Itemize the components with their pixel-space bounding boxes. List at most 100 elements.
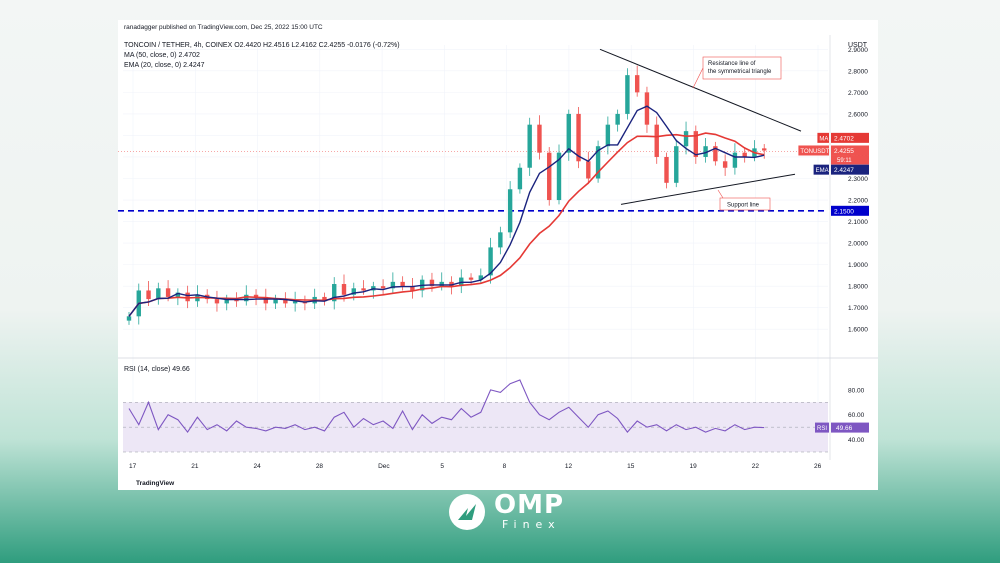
candle-body: [556, 152, 562, 201]
resistance-line: [599, 48, 802, 132]
price-tag-value: 2.4255: [834, 148, 854, 155]
price-tick-label: 2.7000: [848, 90, 868, 97]
price-tag: [831, 132, 869, 143]
ma-legend: MA (50, close, 0) 2.4702: [124, 52, 200, 59]
candle-body: [722, 161, 728, 168]
candle-body: [156, 288, 161, 300]
chart-svg: Resistance line of the symmetrical triang…: [118, 35, 878, 470]
price-tag-value: 2.4702: [834, 135, 854, 142]
time-tick-label: 26: [814, 463, 822, 470]
candle-body: [253, 294, 259, 297]
price-tick-label: 2.9000: [848, 47, 868, 54]
candle-body: [762, 148, 767, 151]
candle-body: [292, 301, 298, 304]
candle-body: [361, 288, 366, 291]
time-tick-label: 5: [440, 463, 444, 470]
price-tick-label: 1.9000: [848, 262, 868, 269]
candle-body: [390, 281, 396, 289]
candle-body: [527, 124, 532, 168]
rsi-tag-label: RSI: [817, 426, 827, 432]
tradingview-brand[interactable]: TradingView: [136, 480, 175, 487]
candle-body: [439, 281, 444, 287]
price-tick-label: 1.8000: [848, 284, 868, 291]
candle-body: [634, 75, 640, 93]
candle-body: [322, 296, 327, 302]
candle-body: [341, 284, 347, 295]
logo-sub: Finex: [502, 518, 561, 531]
logo-name: OMP: [494, 490, 565, 520]
rsi-tag-value: 49.66: [836, 425, 853, 432]
candle-body: [732, 152, 738, 168]
candle-body: [517, 167, 523, 190]
price-tag: [831, 205, 869, 216]
resistance-callout-pointer: [692, 67, 704, 89]
candle-body: [595, 146, 601, 179]
resistance-callout-text-2: the symmetrical triangle: [708, 69, 772, 75]
price-tick-label: 1.7000: [848, 305, 868, 312]
candle-body: [283, 299, 288, 304]
ma-line: [128, 132, 765, 317]
support-callout-text: Support line: [727, 203, 760, 209]
time-tick-label: 24: [254, 463, 262, 470]
price-tick-label: 2.0000: [848, 241, 868, 248]
candle-body: [713, 146, 718, 162]
price-tag-label: EMA: [816, 168, 829, 174]
candle-body: [615, 113, 620, 125]
price-tag-label-box: [813, 164, 829, 175]
candle-body: [244, 294, 249, 302]
candle-body: [351, 288, 356, 295]
candle-body: [146, 290, 151, 300]
price-tick-label: 1.6000: [848, 327, 868, 334]
candle-body: [703, 146, 708, 157]
candle-body: [693, 131, 699, 157]
candle-body: [605, 124, 611, 147]
candle-body: [449, 281, 454, 287]
price-tick-label: 2.8000: [848, 68, 868, 75]
candle-body: [214, 299, 220, 304]
rsi-tick-label: 40.00: [848, 437, 865, 444]
countdown-box: [831, 155, 869, 165]
logo-icon: [449, 494, 485, 530]
currency-label: USDT: [848, 42, 868, 49]
time-tick-label: Dec: [378, 463, 390, 470]
candle-body: [498, 232, 503, 248]
candle-body: [224, 299, 229, 304]
time-tick-label: 21: [191, 463, 199, 470]
price-tag: [831, 145, 869, 156]
price-tick-label: 2.3000: [848, 176, 868, 183]
candle-body: [654, 124, 659, 157]
candle-body: [586, 161, 591, 179]
price-tag-label-box: [798, 145, 829, 156]
resistance-callout-text: Resistance line of: [708, 61, 756, 67]
support-callout-pointer: [717, 189, 724, 199]
price-tick-label: 2.6000: [848, 111, 868, 118]
candle-body: [126, 316, 132, 321]
countdown-text: 59:11: [837, 158, 852, 164]
ema-legend: EMA (20, close, 0) 2.4247: [124, 62, 205, 69]
time-tick-label: 8: [503, 463, 507, 470]
rsi-tag-label-box: [815, 422, 829, 433]
time-tick-label: 15: [627, 463, 635, 470]
ema-line: [128, 105, 765, 317]
support-callout-box: [719, 197, 771, 211]
candle-body: [185, 292, 190, 302]
price-tag-label: TONUSDT: [800, 149, 829, 155]
price-tag-label-box: [817, 132, 829, 143]
price-tick-label: 2.1000: [848, 219, 868, 226]
price-tag-value: 2.4247: [834, 167, 854, 174]
time-tick-label: 19: [689, 463, 697, 470]
candle-body: [664, 156, 669, 183]
candle-body: [380, 286, 386, 289]
omp-logo: OMP Finex: [444, 490, 564, 535]
candle-body: [537, 124, 542, 153]
candle-body: [400, 281, 405, 287]
price-tag-label: MA: [819, 136, 828, 142]
candle-body: [165, 288, 171, 297]
time-tick-label: 28: [316, 463, 324, 470]
symbol-line: TONCOIN / TETHER, 4h, COINEX O2.4420 H2.…: [124, 42, 400, 49]
rsi-line: [128, 379, 765, 434]
candle-body: [547, 152, 552, 201]
time-tick-label: 17: [129, 463, 137, 470]
time-tick-label: 22: [752, 463, 760, 470]
rsi-tag: [831, 422, 869, 433]
